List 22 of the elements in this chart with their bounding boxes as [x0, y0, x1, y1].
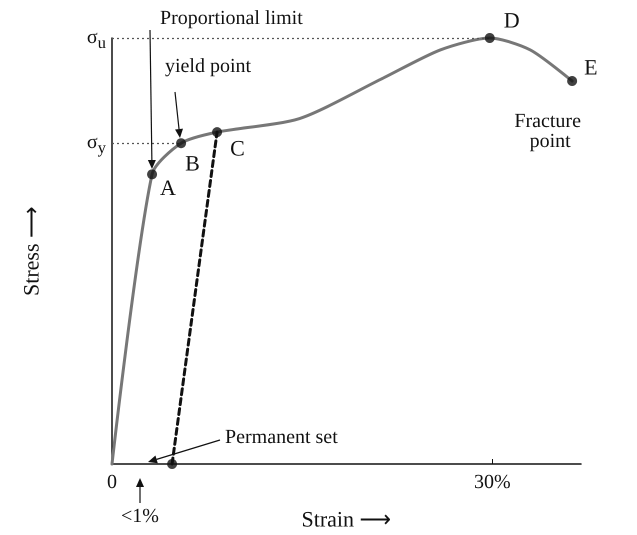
ref-line-label: σ$_{y}$	[86, 131, 106, 160]
annotation: E	[584, 54, 598, 80]
x-tick-label: 0	[107, 471, 117, 493]
y-axis-title: Stress ⟶	[18, 206, 44, 296]
annotation: A	[160, 174, 176, 200]
annotation: yield point	[165, 55, 252, 77]
text: <1%	[121, 505, 159, 527]
x-axis-title: Strain ⟶	[301, 506, 392, 532]
point	[567, 76, 578, 86]
text: Proportional limit	[160, 7, 304, 29]
ref-line-label: σ$_{u}$	[86, 26, 106, 54]
x-tick-label: 30%	[474, 471, 511, 493]
point	[484, 33, 495, 43]
annotation: Permanent set	[225, 426, 338, 448]
point	[147, 169, 158, 180]
point	[167, 459, 178, 469]
annotation: Fracture point	[514, 110, 586, 152]
point	[176, 138, 186, 148]
annotation: C	[230, 136, 245, 161]
annotation: D	[504, 8, 520, 32]
point	[212, 127, 222, 138]
annotation: B	[185, 150, 200, 176]
